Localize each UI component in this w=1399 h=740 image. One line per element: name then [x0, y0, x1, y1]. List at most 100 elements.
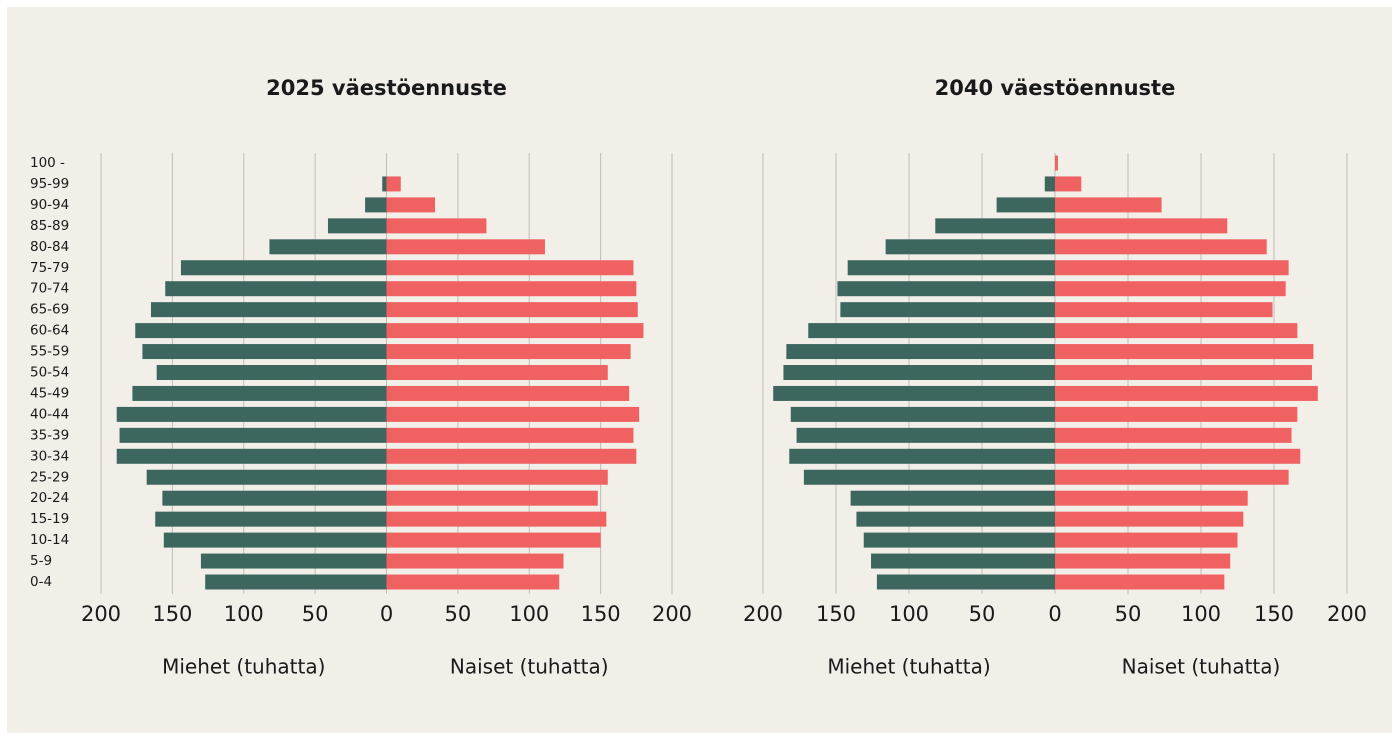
y-tick-label: 80-84 [30, 239, 69, 255]
x-tick-label: 200 [81, 602, 121, 626]
bar [165, 281, 387, 297]
bar [146, 469, 387, 485]
y-tick-label: 35-39 [30, 427, 69, 443]
bar [269, 239, 387, 255]
x-tick-label: 150 [1254, 602, 1294, 626]
bar [142, 344, 387, 360]
bar [871, 553, 1055, 569]
bar [205, 574, 387, 590]
bar [386, 239, 545, 255]
bar [386, 574, 560, 590]
y-tick-label: 40-44 [30, 406, 69, 422]
y-tick-label: 25-29 [30, 469, 69, 485]
x-tick-label: 50 [969, 602, 996, 626]
bar [386, 532, 601, 548]
bar [386, 448, 637, 464]
bar [119, 427, 387, 443]
x-tick-label: 200 [652, 602, 692, 626]
bar [863, 532, 1055, 548]
bar [132, 385, 387, 401]
y-tick-label: 45-49 [30, 385, 69, 401]
axis-label: Miehet (tuhatta) [162, 655, 325, 679]
x-tick-label: 150 [152, 602, 192, 626]
y-tick-label: 5-9 [30, 553, 52, 569]
y-tick-label: 55-59 [30, 344, 69, 360]
y-tick-label: 50-54 [30, 365, 69, 381]
bar [1055, 490, 1248, 506]
bar [850, 490, 1055, 506]
bar [935, 218, 1055, 234]
bar [1055, 155, 1058, 171]
bar [1055, 448, 1301, 464]
bar [1055, 427, 1292, 443]
bar [790, 406, 1055, 422]
x-tick-label: 150 [581, 602, 621, 626]
bar [386, 344, 631, 360]
bar [386, 490, 598, 506]
y-tick-label: 100 - [30, 155, 65, 171]
bar [1055, 574, 1225, 590]
bar [386, 365, 608, 380]
bar [786, 344, 1055, 360]
bar [1055, 239, 1267, 255]
bar [1055, 218, 1228, 234]
bar [1055, 385, 1318, 401]
bar [1055, 344, 1314, 360]
bar [996, 197, 1055, 213]
bar [1055, 281, 1286, 297]
x-tick-label: 100 [1181, 602, 1221, 626]
bar [1044, 176, 1055, 192]
bar [200, 553, 387, 569]
x-tick-label: 100 [889, 602, 929, 626]
bar [163, 532, 387, 548]
bar [365, 197, 387, 213]
bar [150, 302, 387, 318]
bar [135, 323, 387, 339]
bar [386, 511, 607, 527]
y-tick-label: 90-94 [30, 197, 69, 213]
y-tick-label: 85-89 [30, 218, 69, 234]
x-tick-label: 0 [380, 602, 393, 626]
bar [856, 511, 1055, 527]
y-tick-label: 15-19 [30, 511, 69, 527]
bar [1055, 176, 1082, 192]
bar [386, 427, 634, 443]
bar [382, 176, 387, 192]
y-tick-label: 20-24 [30, 490, 69, 506]
x-tick-label: 100 [224, 602, 264, 626]
bar [116, 448, 387, 464]
axis-label: Naiset (tuhatta) [1122, 655, 1281, 679]
bar [1055, 553, 1231, 569]
x-tick-label: 50 [302, 602, 329, 626]
x-tick-label: 50 [1115, 602, 1142, 626]
y-tick-label: 65-69 [30, 302, 69, 318]
bar [386, 197, 436, 213]
bar [808, 323, 1055, 339]
bar [876, 574, 1055, 590]
bar [156, 365, 387, 380]
bar [1055, 323, 1298, 339]
axis-label: Naiset (tuhatta) [450, 655, 609, 679]
bar [386, 176, 401, 192]
x-tick-label: 100 [509, 602, 549, 626]
bar [840, 302, 1055, 318]
bar [116, 406, 387, 422]
bar [796, 427, 1055, 443]
bar [885, 239, 1055, 255]
x-tick-label: 50 [445, 602, 472, 626]
y-tick-label: 60-64 [30, 323, 69, 339]
x-tick-label: 150 [816, 602, 856, 626]
bar [180, 260, 387, 276]
bar [386, 281, 637, 297]
bar [155, 511, 387, 527]
y-tick-label: 95-99 [30, 176, 69, 192]
y-tick-label: 0-4 [30, 574, 52, 590]
bar [386, 469, 608, 485]
bar [1055, 406, 1298, 422]
x-tick-label: 200 [743, 602, 783, 626]
bar [162, 490, 387, 506]
bar [386, 385, 630, 401]
bar [1055, 532, 1238, 548]
bar [386, 406, 640, 422]
